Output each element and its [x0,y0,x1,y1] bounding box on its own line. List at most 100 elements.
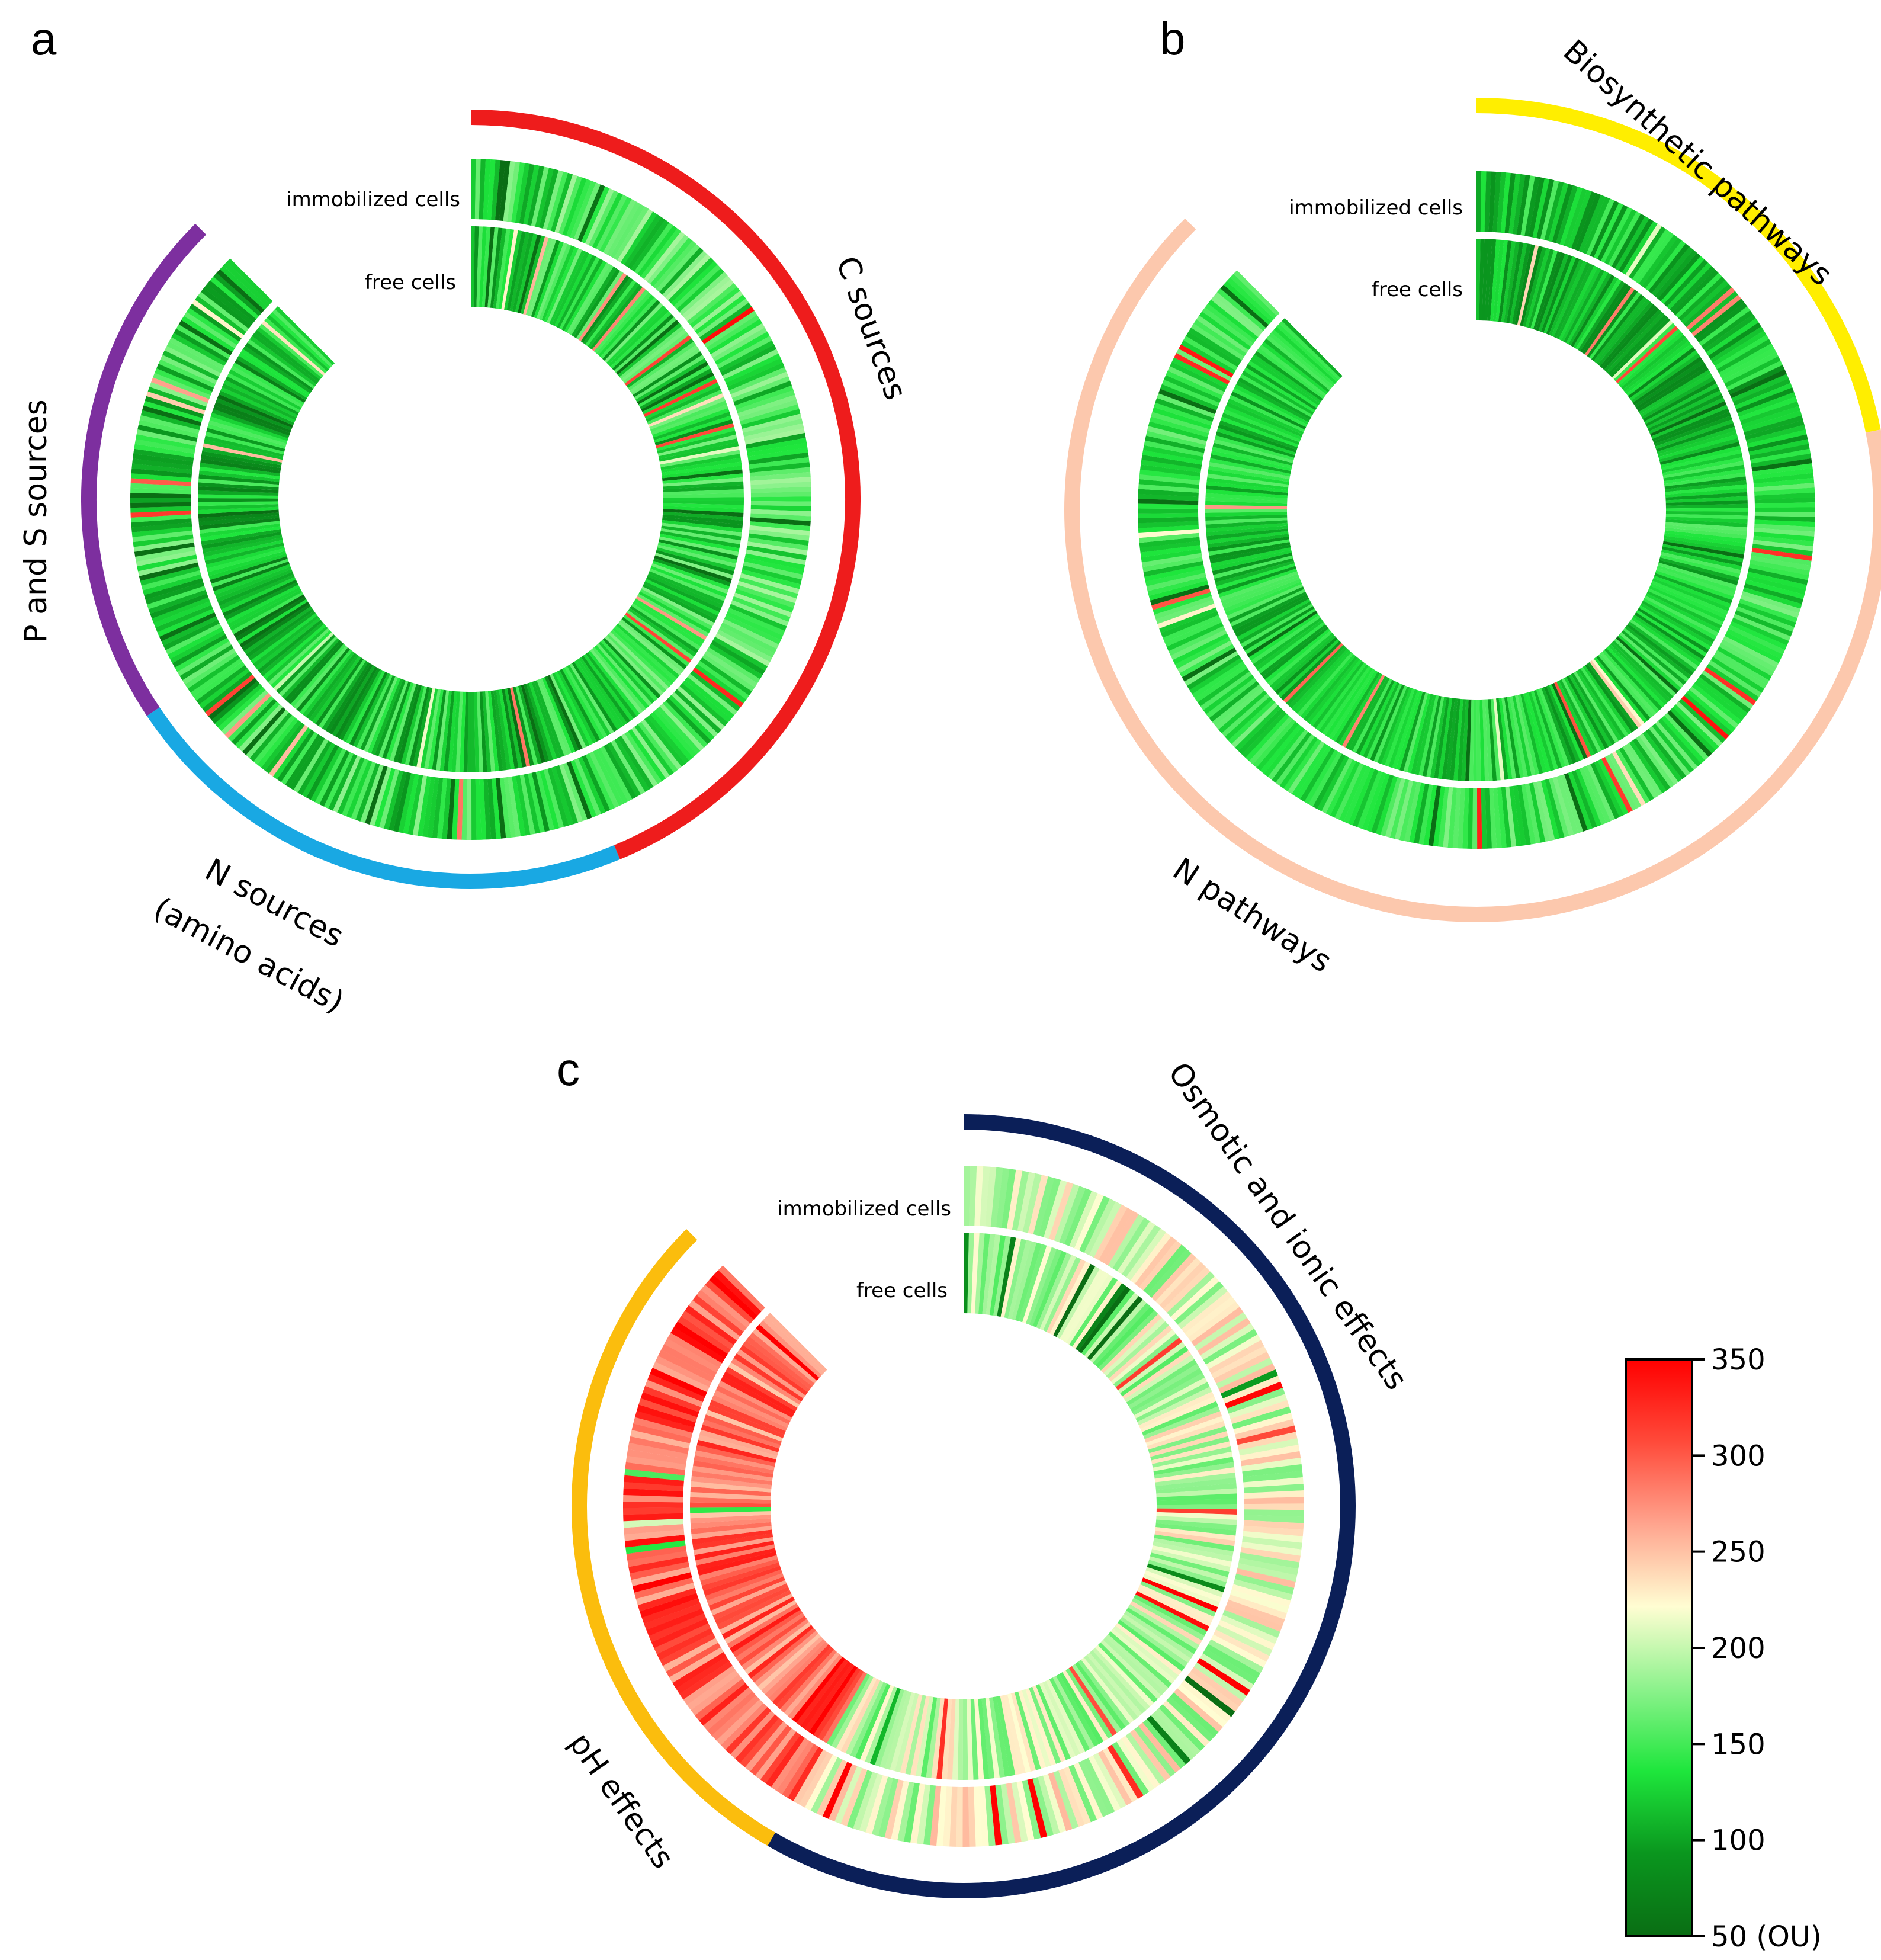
heatmap-cell-immobilized [1214,1351,1270,1384]
heatmap-cell-immobilized [1661,716,1705,764]
heatmap-cell-free [1407,693,1431,774]
heatmap-cell-free [525,238,553,316]
heatmap-cell-free [1205,520,1288,529]
heatmap-cell-immobilized [996,1167,1010,1228]
heatmap-cell-immobilized [1614,216,1649,271]
heatmap-cell-immobilized [495,778,506,839]
heatmap-cell-immobilized [717,629,773,662]
heatmap-cell-immobilized [718,625,775,658]
heatmap-cell-immobilized [631,726,670,779]
heatmap-cell-free [1589,291,1641,360]
heatmap-cell-free [1280,641,1341,701]
heatmap-cell-free [1211,450,1292,471]
heatmap-cell-immobilized [174,637,230,672]
heatmap-cell-immobilized [1225,1381,1283,1409]
heatmap-cell-immobilized [1238,1558,1299,1576]
heatmap-cell-immobilized [1748,434,1808,452]
heatmap-cell-immobilized [187,655,240,693]
heatmap-cell-free [1634,612,1705,660]
heatmap-cell-free [393,684,419,762]
heatmap-cell-free [1260,624,1327,677]
heatmap-cell-free [428,689,444,770]
heatmap-cell-immobilized [702,654,755,692]
heatmap-cell-free [1665,492,1748,501]
heatmap-cell-free [657,541,737,564]
heatmap-cell-free [463,691,468,772]
heatmap-cell-immobilized [674,689,722,734]
heatmap-cell-free [941,1698,952,1780]
heatmap-cell-free [1664,472,1746,487]
heatmap-cell-free [1546,258,1580,335]
heatmap-cell-immobilized [1117,1221,1155,1275]
heatmap-cell-immobilized [153,601,211,628]
heatmap-cell-immobilized [155,605,213,633]
heatmap-cell-immobilized [1212,684,1262,726]
heatmap-cell-immobilized [1533,781,1551,842]
heatmap-cell-immobilized [130,498,191,503]
heatmap-cell-free [284,640,342,702]
heatmap-cell-free [693,1536,774,1555]
heatmap-cell-immobilized [1211,1634,1267,1668]
heatmap-cell-free [467,691,471,772]
heatmap-cell-immobilized [641,1597,701,1624]
heatmap-cell-immobilized [1726,360,1783,391]
heatmap-cell-immobilized [1517,784,1531,845]
heatmap-cell-immobilized [695,294,746,335]
heatmap-cell-immobilized [1447,787,1457,848]
heatmap-cell-free [695,1445,776,1467]
heatmap-cell-immobilized [1242,1536,1302,1550]
heatmap-cell-free [643,378,718,417]
heatmap-cell-free [1209,461,1291,479]
heatmap-cell-immobilized [1241,1541,1302,1556]
heatmap-cell-free [574,660,621,730]
heatmap-cell-free [967,1699,974,1780]
heatmap-cell-immobilized [1064,1188,1092,1246]
heatmap-cell-free [663,485,744,493]
heatmap-cell-free [1129,1600,1202,1645]
heatmap-cell-immobilized [744,1721,788,1772]
heatmap-cell-immobilized [224,692,271,739]
heatmap-cell-free [865,1686,898,1763]
heatmap-cell-immobilized [690,670,741,711]
heatmap-cell-immobilized [1556,185,1578,245]
heatmap-cell-immobilized [1744,415,1803,437]
heatmap-cell-immobilized [705,1279,755,1324]
heatmap-cell-free [352,673,390,748]
heatmap-cell-immobilized [1528,177,1545,238]
heatmap-cell-free [635,358,707,403]
heatmap-cell-free [800,1661,852,1729]
heatmap-cell-free [515,233,538,313]
heatmap-cell-immobilized [1586,198,1615,256]
heatmap-cell-free [1656,423,1735,452]
heatmap-cell-immobilized [1177,1286,1228,1329]
heatmap-cell-free [1282,318,1343,378]
heatmap-cell-immobilized [733,592,792,618]
heatmap-cell-immobilized [1209,681,1260,722]
heatmap-cell-immobilized [1227,277,1275,322]
heatmap-cell-free [663,497,744,501]
heatmap-cell-immobilized [285,734,322,788]
heatmap-cell-immobilized [289,736,325,790]
heatmap-cell-free [1664,476,1747,490]
heatmap-cell-immobilized [1753,477,1815,488]
heatmap-cell-free [198,515,280,526]
heatmap-cell-free [650,400,727,432]
heatmap-cell-free [1578,280,1625,352]
heatmap-cell-free [479,691,487,772]
heatmap-cell-immobilized [725,1706,772,1754]
heatmap-cell-immobilized [643,1385,701,1413]
heatmap-cell-free [203,537,283,557]
heatmap-cell-free [1476,239,1481,321]
heatmap-cell-free [649,568,726,602]
heatmap-cell-immobilized [730,600,789,627]
heatmap-cell-immobilized [461,779,468,840]
heatmap-cell-free [273,632,334,691]
heatmap-cell-free [1068,1666,1118,1736]
heatmap-cell-free [1126,1607,1197,1654]
heatmap-cell-free [1150,1552,1230,1577]
heatmap-cell-free [628,341,696,391]
heatmap-cell-free [638,591,711,634]
heatmap-cell-free [1411,694,1434,774]
heatmap-cell-immobilized [172,634,227,668]
heatmap-cell-free [1664,530,1747,543]
